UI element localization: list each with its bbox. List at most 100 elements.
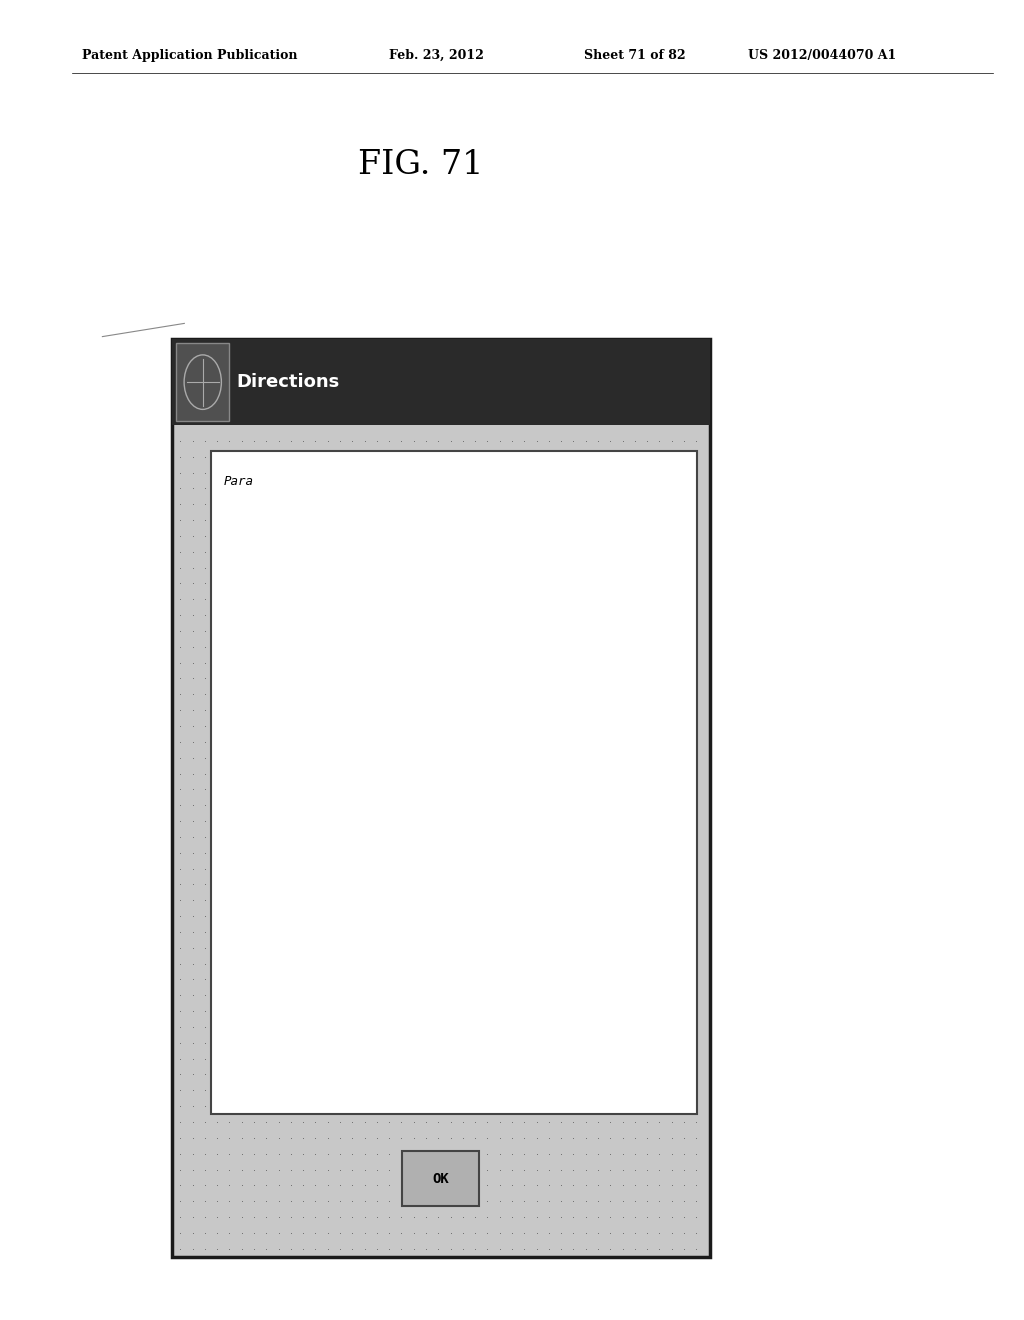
Point	[467, 1064, 483, 1085]
Point	[283, 1143, 299, 1164]
Point	[541, 1175, 557, 1196]
Point	[602, 684, 618, 705]
Point	[270, 1206, 287, 1228]
Point	[442, 1048, 459, 1069]
Point	[553, 652, 569, 673]
Point	[602, 541, 618, 562]
Point	[590, 700, 606, 721]
Point	[528, 1064, 545, 1085]
Point	[504, 890, 520, 911]
Point	[676, 494, 692, 515]
Point	[627, 1032, 643, 1053]
Point	[578, 1175, 594, 1196]
Point	[578, 890, 594, 911]
Point	[319, 985, 336, 1006]
Point	[565, 1238, 582, 1259]
Point	[467, 826, 483, 847]
Point	[578, 858, 594, 879]
Point	[492, 1222, 508, 1243]
Point	[639, 953, 655, 974]
Point	[651, 921, 668, 942]
Point	[639, 494, 655, 515]
Point	[221, 921, 238, 942]
Point	[209, 1175, 225, 1196]
Point	[344, 605, 360, 626]
Point	[492, 525, 508, 546]
Point	[688, 478, 705, 499]
Point	[676, 731, 692, 752]
Point	[332, 1238, 348, 1259]
Point	[197, 1032, 213, 1053]
Point	[430, 620, 446, 642]
Point	[307, 430, 324, 451]
Point	[651, 1080, 668, 1101]
Point	[418, 1001, 434, 1022]
Point	[418, 557, 434, 578]
Point	[356, 826, 373, 847]
Point	[406, 478, 422, 499]
Point	[418, 731, 434, 752]
Point	[664, 525, 680, 546]
Point	[528, 668, 545, 689]
Point	[651, 589, 668, 610]
Point	[209, 906, 225, 927]
Point	[344, 985, 360, 1006]
Point	[430, 890, 446, 911]
Point	[528, 1096, 545, 1117]
Point	[688, 1222, 705, 1243]
Point	[467, 1001, 483, 1022]
Point	[541, 1032, 557, 1053]
Point	[455, 700, 471, 721]
Point	[418, 1127, 434, 1148]
Point	[676, 874, 692, 895]
Point	[614, 557, 631, 578]
Point	[283, 1016, 299, 1038]
Point	[307, 494, 324, 515]
Point	[418, 858, 434, 879]
Point	[197, 826, 213, 847]
Point	[393, 462, 410, 483]
Point	[356, 557, 373, 578]
Point	[332, 525, 348, 546]
Point	[430, 969, 446, 990]
Point	[442, 573, 459, 594]
Point	[676, 605, 692, 626]
Point	[688, 668, 705, 689]
Point	[639, 1096, 655, 1117]
Point	[627, 494, 643, 515]
Point	[688, 557, 705, 578]
Point	[418, 494, 434, 515]
Point	[406, 1064, 422, 1085]
Point	[627, 985, 643, 1006]
Point	[418, 605, 434, 626]
Point	[676, 1222, 692, 1243]
Point	[283, 1064, 299, 1085]
Point	[233, 826, 250, 847]
Point	[258, 921, 274, 942]
Point	[295, 810, 311, 832]
Point	[590, 620, 606, 642]
Point	[381, 1238, 397, 1259]
Point	[664, 510, 680, 531]
Point	[614, 1001, 631, 1022]
Point	[209, 1080, 225, 1101]
Point	[356, 731, 373, 752]
Point	[270, 1016, 287, 1038]
Point	[172, 573, 188, 594]
Point	[221, 430, 238, 451]
Point	[406, 1175, 422, 1196]
Point	[479, 858, 496, 879]
Point	[172, 589, 188, 610]
Point	[504, 700, 520, 721]
Point	[479, 715, 496, 737]
Point	[516, 430, 532, 451]
Point	[479, 668, 496, 689]
Point	[578, 1127, 594, 1148]
Point	[676, 826, 692, 847]
Point	[602, 652, 618, 673]
Point	[369, 969, 385, 990]
Point	[479, 1238, 496, 1259]
Point	[614, 510, 631, 531]
Point	[516, 763, 532, 784]
Point	[578, 906, 594, 927]
